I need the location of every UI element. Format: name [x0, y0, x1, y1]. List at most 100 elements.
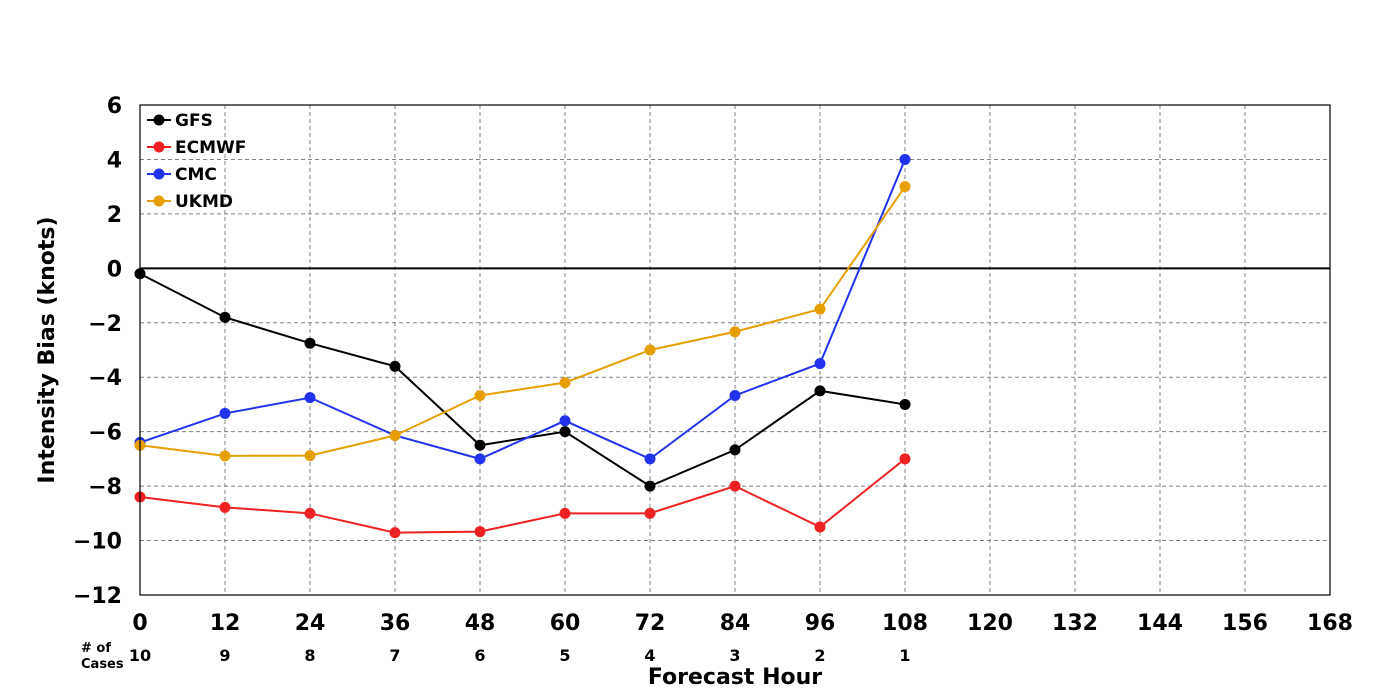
- x-tick-label: 84: [720, 611, 751, 636]
- series-ukmd: [134, 181, 911, 462]
- legend-marker: [153, 141, 165, 153]
- data-point: [559, 426, 571, 438]
- legend-label: ECMWF: [175, 138, 246, 158]
- data-point: [729, 389, 741, 401]
- x-tick-label: 168: [1307, 611, 1353, 636]
- y-tick-label: −8: [88, 475, 122, 500]
- data-point: [304, 392, 316, 404]
- case-count: 8: [304, 646, 315, 665]
- data-point: [899, 181, 911, 193]
- data-point: [304, 337, 316, 349]
- data-point: [814, 385, 826, 397]
- x-tick-label: 48: [465, 611, 496, 636]
- data-point: [219, 501, 231, 513]
- data-point: [304, 450, 316, 462]
- data-point: [644, 453, 656, 465]
- series-gfs: [134, 268, 911, 492]
- y-tick-label: −6: [88, 421, 122, 446]
- data-point: [559, 507, 571, 519]
- data-point: [899, 453, 911, 465]
- x-tick-label: 60: [550, 611, 581, 636]
- x-tick-label: 132: [1052, 611, 1098, 636]
- y-tick-label: −4: [88, 366, 122, 391]
- legend-item-gfs: GFS: [147, 111, 213, 131]
- y-tick-label: −12: [73, 584, 122, 609]
- data-point: [814, 358, 826, 370]
- data-point: [644, 507, 656, 519]
- y-tick-label: −2: [88, 312, 122, 337]
- x-tick-label: 144: [1137, 611, 1183, 636]
- series-layer: [134, 153, 911, 539]
- x-tick-label: 108: [882, 611, 928, 636]
- legend-item-cmc: CMC: [147, 165, 217, 185]
- case-counts: 10 9 8 7 6 5 4 3 2 1: [129, 646, 911, 665]
- x-tick-label: 0: [132, 611, 147, 636]
- case-count: 7: [389, 646, 400, 665]
- cases-label-line2: Cases: [81, 657, 124, 672]
- series-line: [139, 159, 906, 461]
- case-count: 10: [129, 646, 151, 665]
- legend-item-ecmwf: ECMWF: [147, 138, 246, 158]
- x-axis-label: Forecast Hour: [648, 665, 822, 690]
- case-count: 3: [729, 646, 740, 665]
- case-count: 2: [814, 646, 825, 665]
- legend-marker: [153, 114, 165, 126]
- legend: GFS ECMWF CMC UKMD: [147, 111, 246, 212]
- data-point: [219, 450, 231, 462]
- data-point: [899, 153, 911, 165]
- data-point: [559, 415, 571, 427]
- data-point: [729, 480, 741, 492]
- series-ecmwf: [134, 453, 911, 539]
- data-point: [474, 439, 486, 451]
- data-point: [219, 407, 231, 419]
- series-line: [139, 458, 906, 534]
- x-tick-label: 12: [210, 611, 241, 636]
- data-point: [474, 453, 486, 465]
- data-point: [729, 326, 741, 338]
- case-count: 9: [219, 646, 230, 665]
- y-tick-label: 0: [107, 257, 122, 282]
- y-tick-label: 4: [107, 148, 122, 173]
- legend-marker: [153, 168, 165, 180]
- y-axis-label: Intensity Bias (knots): [35, 216, 60, 483]
- case-count: 1: [899, 646, 910, 665]
- x-tick-label: 72: [635, 611, 666, 636]
- y-tick-labels: −12 −10 −8 −6 −4 −2 0 2 4 6: [73, 94, 122, 609]
- data-point: [389, 429, 401, 441]
- data-point: [389, 360, 401, 372]
- data-point: [474, 526, 486, 538]
- data-point: [219, 311, 231, 323]
- legend-label: CMC: [175, 165, 217, 185]
- cases-label-line1: # of: [81, 641, 111, 656]
- x-tick-label: 36: [380, 611, 411, 636]
- data-point: [559, 377, 571, 389]
- data-point: [644, 480, 656, 492]
- data-point: [729, 444, 741, 456]
- series-line: [139, 186, 906, 457]
- legend-marker: [153, 195, 165, 207]
- legend-label: GFS: [175, 111, 213, 131]
- series-line: [139, 272, 906, 488]
- legend-item-ukmd: UKMD: [147, 192, 233, 212]
- x-tick-label: 24: [295, 611, 326, 636]
- data-point: [814, 521, 826, 533]
- data-point: [474, 389, 486, 401]
- data-point: [644, 344, 656, 356]
- x-tick-labels: 0 12 24 36 48 60 72 84 96 108 120 132 144 156 168: [132, 611, 1353, 636]
- case-count: 4: [644, 646, 655, 665]
- legend-label: UKMD: [175, 192, 233, 212]
- y-tick-label: 6: [107, 94, 122, 119]
- case-count: 5: [559, 646, 570, 665]
- y-tick-label: 2: [107, 203, 122, 228]
- x-tick-label: 96: [805, 611, 836, 636]
- x-tick-label: 156: [1222, 611, 1268, 636]
- y-tick-label: −10: [73, 530, 122, 555]
- x-tick-label: 120: [967, 611, 1013, 636]
- data-point: [814, 303, 826, 315]
- plot-frame: [139, 104, 1331, 596]
- data-point: [389, 527, 401, 539]
- data-point: [304, 507, 316, 519]
- case-count: 6: [474, 646, 485, 665]
- data-point: [899, 398, 911, 410]
